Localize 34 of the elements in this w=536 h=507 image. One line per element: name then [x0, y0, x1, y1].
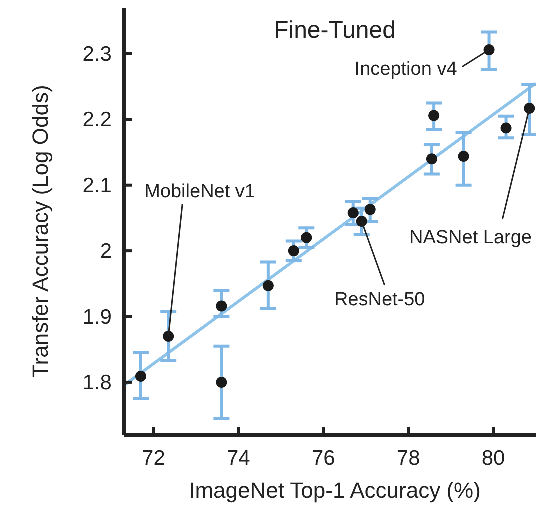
annotation: Inception v4: [354, 59, 458, 80]
point: [216, 300, 228, 312]
point: [262, 280, 274, 292]
x-tick-label: 80: [482, 447, 506, 470]
point: [500, 122, 512, 134]
x-tick-label: 72: [142, 447, 166, 470]
x-tick-label: 78: [396, 447, 420, 470]
y-tick-label: 1.8: [82, 371, 112, 394]
point: [301, 232, 312, 244]
point: [426, 154, 438, 165]
y-tick-label: 2: [100, 240, 112, 264]
point: [356, 216, 368, 227]
chart-title: Fine-Tuned: [274, 17, 396, 44]
annotation: MobileNet v1: [144, 181, 256, 202]
point: [484, 44, 495, 56]
y-tick-label: 1.9: [82, 306, 112, 329]
point: [348, 207, 359, 218]
y-tick-label: 2.1: [82, 174, 112, 198]
point: [364, 204, 376, 216]
point: [428, 110, 440, 122]
annotation: NASNet Large: [409, 228, 532, 249]
y-tick-label: 2.2: [82, 108, 112, 132]
point: [524, 103, 536, 114]
x-axis-title: ImageNet Top-1 Accuracy (%): [189, 478, 481, 503]
point: [216, 376, 228, 388]
point: [288, 246, 300, 257]
x-tick-label: 76: [312, 447, 336, 470]
point: [458, 150, 470, 162]
y-tick-label: 2.3: [82, 42, 112, 66]
point: [135, 371, 146, 382]
annotation: ResNet-50: [334, 290, 426, 310]
x-tick-label: 74: [227, 447, 251, 470]
point: [163, 330, 174, 342]
y-axis-title: Transfer Accuracy (Log Odds): [28, 85, 53, 378]
